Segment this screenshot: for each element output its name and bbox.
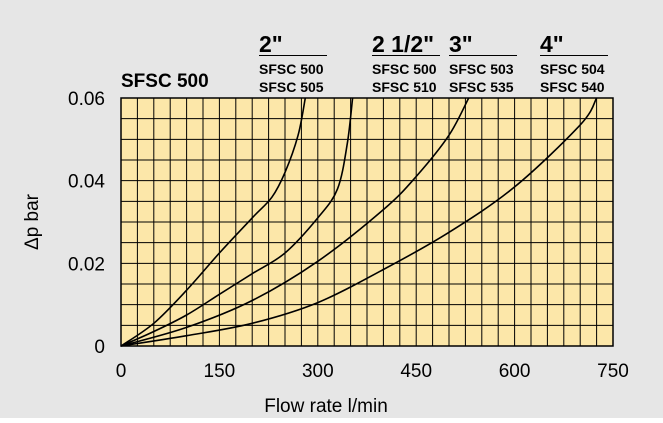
plot-frame	[120, 97, 614, 347]
series-model-label: SFSC 505	[259, 79, 324, 95]
series-model-label: SFSC 503	[449, 61, 514, 77]
series-model-label: SFSC 510	[372, 79, 437, 95]
grid	[121, 98, 613, 346]
series-line	[120, 97, 354, 347]
series-model-label: SFSC 535	[449, 79, 514, 95]
x-axis-title: Flow rate l/min	[264, 396, 388, 417]
series-model-label: SFSC 500	[259, 61, 324, 77]
y-tick-label: 0.06	[68, 89, 105, 110]
series-line	[120, 97, 598, 347]
series-name: 3"	[449, 31, 473, 57]
series-model-label: SFSC 540	[540, 79, 605, 95]
series-line	[120, 97, 307, 347]
y-tick-label: 0.04	[68, 172, 105, 193]
x-tick-label: 450	[400, 361, 432, 382]
series-line	[120, 97, 470, 347]
x-tick-label: 0	[116, 361, 127, 382]
x-tick-labels: 0 150 300 450 600 750	[116, 361, 629, 382]
series-model-label: SFSC 504	[540, 61, 605, 77]
y-tick-label: 0	[94, 337, 105, 358]
x-tick-label: 150	[204, 361, 236, 382]
curves	[120, 97, 598, 347]
y-tick-labels: 0 0.02 0.04 0.06	[68, 89, 105, 358]
series-name: 2"	[259, 31, 283, 57]
x-tick-label: 600	[499, 361, 531, 382]
series-labels: 2" SFSC 500 SFSC 505 2 1/2" SFSC 500 SFSC 510…	[259, 31, 608, 95]
series-model-label: SFSC 500	[372, 61, 437, 77]
x-tick-label: 750	[597, 361, 629, 382]
chart-title: SFSC 500	[121, 71, 209, 92]
x-tick-label: 300	[302, 361, 334, 382]
series-name: 4"	[540, 31, 564, 57]
y-axis-title: Δp bar	[22, 193, 43, 250]
series-name: 2 1/2"	[372, 31, 434, 57]
y-tick-label: 0.02	[68, 254, 105, 275]
